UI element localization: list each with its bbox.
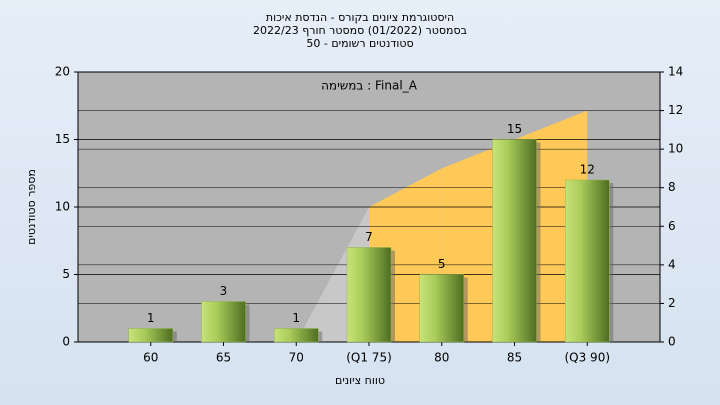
bar xyxy=(201,301,246,343)
chart-subtitle: סטודנטים רשומים - 50 xyxy=(306,37,413,50)
chart-title: היסטוגרמת ציונים בקורס - הנדסת איכות xyxy=(266,11,454,24)
y-axis-label: מספר סטודנטים xyxy=(25,169,38,245)
x-tick-label: 65 xyxy=(216,351,231,365)
bar xyxy=(419,274,464,343)
x-tick-label: (Q1 75) xyxy=(346,351,392,365)
value-label: 12 xyxy=(580,163,595,177)
chart-subtitle: בסמסטר (01/2022) סמסטר חורף 2022/23 xyxy=(253,24,467,37)
value-label: 7 xyxy=(365,230,373,244)
y2-tick-label: 0 xyxy=(668,335,676,349)
y2-tick-label: 6 xyxy=(668,219,676,233)
value-label: 1 xyxy=(292,311,300,325)
value-label: 5 xyxy=(438,257,446,271)
y-tick-label: 20 xyxy=(55,65,70,79)
value-label: 1 xyxy=(147,311,155,325)
y2-tick-label: 4 xyxy=(668,257,676,271)
y2-tick-label: 8 xyxy=(668,180,676,194)
y2-tick-label: 2 xyxy=(668,296,676,310)
y2-tick-label: 14 xyxy=(668,65,683,79)
bar xyxy=(565,179,610,343)
x-tick-label: 85 xyxy=(507,351,522,365)
y-tick-label: 15 xyxy=(55,132,70,146)
y2-tick-label: 10 xyxy=(668,142,683,156)
y-tick-label: 0 xyxy=(62,335,70,349)
y2-tick-label: 12 xyxy=(668,103,683,117)
x-tick-label: 70 xyxy=(289,351,304,365)
value-label: 15 xyxy=(507,122,522,136)
y-tick-label: 10 xyxy=(55,200,70,214)
bar xyxy=(492,139,537,343)
x-axis-label: טווח ציונים xyxy=(335,374,385,387)
value-label: 3 xyxy=(220,284,228,298)
x-tick-label: (Q3 90) xyxy=(564,351,610,365)
bar xyxy=(128,328,173,343)
titles: היסטוגרמת ציונים בקורס - הנדסת איכות בסמ… xyxy=(253,11,467,50)
x-tick-label: 80 xyxy=(434,351,449,365)
bar xyxy=(274,328,319,343)
bar xyxy=(346,247,392,343)
x-tick-label: 60 xyxy=(143,351,158,365)
annotation: במשימה : Final_A xyxy=(321,79,418,93)
y-tick-label: 5 xyxy=(62,267,70,281)
